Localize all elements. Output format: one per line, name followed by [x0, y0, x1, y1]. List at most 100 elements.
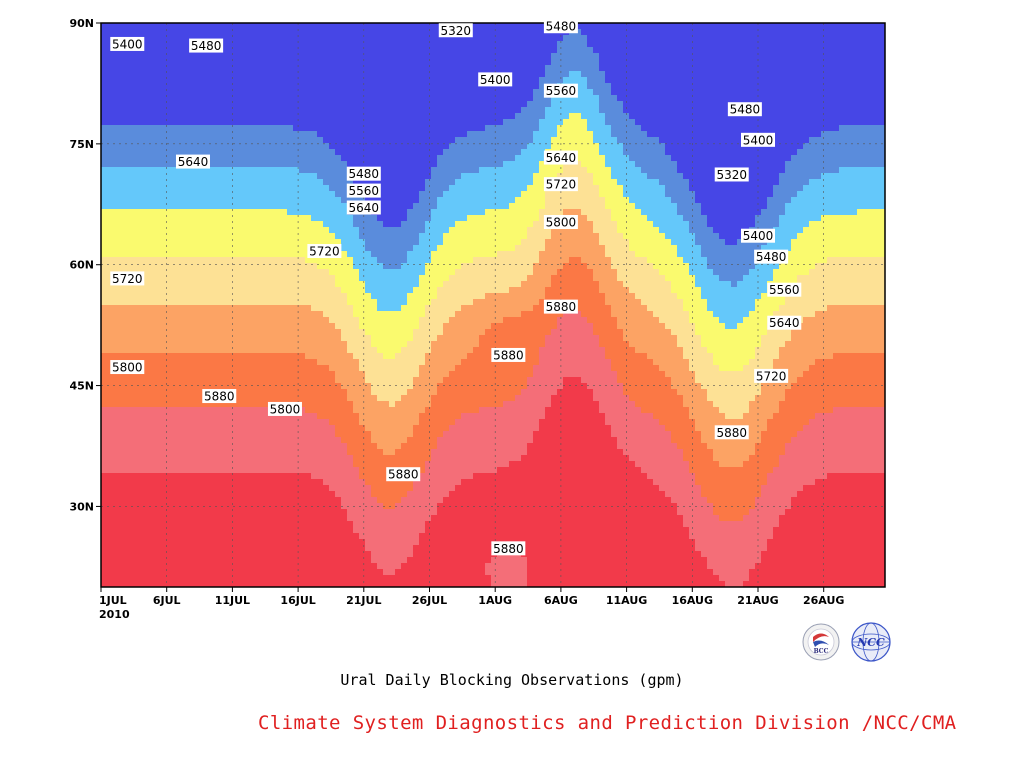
- contour-cell: [293, 485, 300, 492]
- contour-cell: [413, 485, 420, 492]
- contour-cell: [251, 179, 258, 186]
- contour-cell: [125, 167, 132, 174]
- contour-cell: [251, 491, 258, 498]
- contour-cell: [251, 221, 258, 228]
- contour-cell: [257, 467, 264, 474]
- contour-cell: [395, 311, 402, 318]
- contour-cell: [233, 557, 240, 564]
- contour-cell: [287, 149, 294, 156]
- contour-cell: [377, 107, 384, 114]
- contour-cell: [221, 161, 228, 168]
- contour-cell: [263, 287, 270, 294]
- contour-cell: [131, 323, 138, 330]
- contour-cell: [239, 257, 246, 264]
- contour-cell: [167, 209, 174, 216]
- contour-cell: [341, 545, 348, 552]
- contour-cell: [275, 581, 282, 587]
- contour-cell: [113, 503, 120, 510]
- contour-cell: [299, 233, 306, 240]
- contour-cell: [137, 563, 144, 570]
- contour-cell: [383, 479, 390, 486]
- contour-cell: [311, 47, 318, 54]
- contour-cell: [395, 107, 402, 114]
- contour-cell: [107, 41, 114, 48]
- contour-cell: [251, 347, 258, 354]
- contour-cell: [203, 413, 210, 420]
- contour-cell: [113, 65, 120, 72]
- contour-cell: [299, 107, 306, 114]
- contour-cell: [281, 215, 288, 222]
- contour-cell: [287, 95, 294, 102]
- contour-cell: [167, 143, 174, 150]
- contour-cell: [251, 77, 258, 84]
- contour-cell: [215, 353, 222, 360]
- contour-cell: [299, 41, 306, 48]
- contour-cell: [275, 197, 282, 204]
- contour-cell: [281, 371, 288, 378]
- contour-cell: [191, 113, 198, 120]
- contour-cell: [107, 341, 114, 348]
- contour-cell: [203, 575, 210, 582]
- contour-cell: [257, 515, 264, 522]
- contour-cell: [323, 35, 330, 42]
- contour-cell: [245, 203, 252, 210]
- contour-cell: [149, 173, 156, 180]
- contour-cell: [251, 155, 258, 162]
- contour-cell: [221, 107, 228, 114]
- contour-cell: [239, 575, 246, 582]
- contour-cell: [191, 377, 198, 384]
- contour-cell: [251, 161, 258, 168]
- contour-cell: [347, 371, 354, 378]
- contour-cell: [113, 515, 120, 522]
- contour-cell: [179, 275, 186, 282]
- contour-cell: [257, 137, 264, 144]
- contour-cell: [143, 407, 150, 414]
- contour-cell: [287, 569, 294, 576]
- contour-cell: [161, 437, 168, 444]
- contour-cell: [287, 503, 294, 510]
- contour-cell: [233, 299, 240, 306]
- contour-cell: [329, 461, 336, 468]
- contour-cell: [323, 203, 330, 210]
- contour-cell: [359, 245, 366, 252]
- contour-cell: [311, 575, 318, 582]
- contour-cell: [131, 143, 138, 150]
- contour-cell: [371, 275, 378, 282]
- contour-cell: [131, 59, 138, 66]
- contour-cell: [119, 431, 126, 438]
- contour-cell: [293, 377, 300, 384]
- contour-cell: [377, 395, 384, 402]
- contour-cell: [251, 365, 258, 372]
- contour-cell: [149, 395, 156, 402]
- contour-cell: [353, 503, 360, 510]
- contour-cell: [347, 77, 354, 84]
- contour-cell: [311, 491, 318, 498]
- contour-cell: [359, 101, 366, 108]
- contour-cell: [233, 419, 240, 426]
- contour-cell: [185, 473, 192, 480]
- contour-cell: [119, 59, 126, 66]
- contour-cell: [155, 485, 162, 492]
- contour-cell: [143, 557, 150, 564]
- contour-cell: [329, 293, 336, 300]
- contour-cell: [107, 527, 114, 534]
- contour-cell: [377, 275, 384, 282]
- contour-cell: [287, 299, 294, 306]
- contour-cell: [353, 509, 360, 516]
- contour-cell: [179, 125, 186, 132]
- contour-cell: [143, 95, 150, 102]
- contour-cell: [389, 71, 396, 78]
- contour-cell: [371, 197, 378, 204]
- contour-cell: [401, 245, 408, 252]
- contour-cell: [287, 509, 294, 516]
- contour-cell: [263, 71, 270, 78]
- contour-cell: [167, 455, 174, 462]
- contour-cell: [341, 77, 348, 84]
- contour-cell: [263, 119, 270, 126]
- contour-cell: [137, 209, 144, 216]
- contour-cell: [179, 395, 186, 402]
- contour-cell: [155, 293, 162, 300]
- contour-cell: [125, 479, 132, 486]
- contour-cell: [107, 89, 114, 96]
- contour-cell: [113, 581, 120, 587]
